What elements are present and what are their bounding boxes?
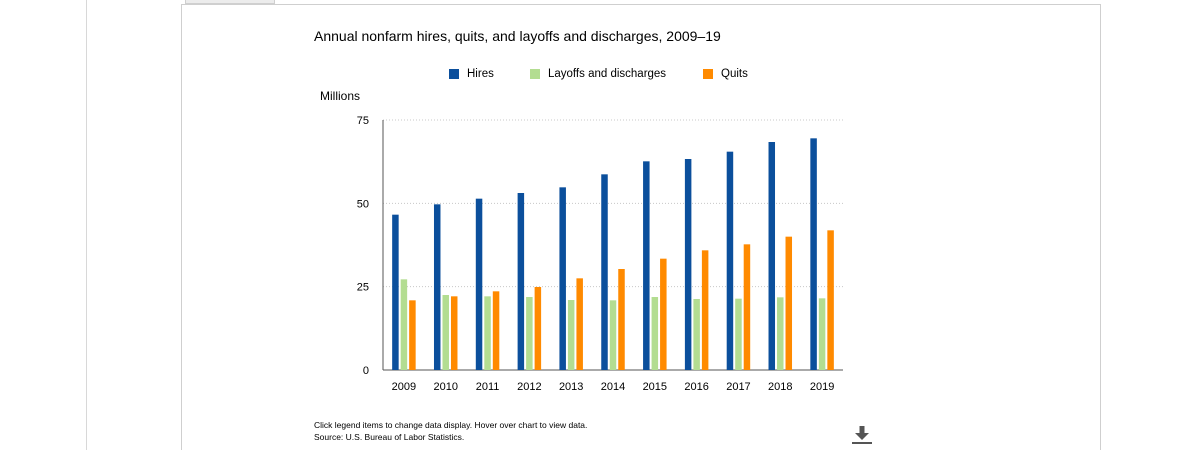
bar-hires-2011[interactable] <box>475 198 483 370</box>
bar-quits-2016[interactable] <box>701 250 709 370</box>
bar-quits-2009[interactable] <box>409 300 416 370</box>
x-tick-label: 2009 <box>392 381 416 393</box>
bar-quits-2011[interactable] <box>492 291 500 370</box>
x-tick-label: 2012 <box>517 381 541 393</box>
bar-hires-2009[interactable] <box>392 214 399 370</box>
legend-item-hires[interactable]: Hires <box>449 66 494 82</box>
bar-layoffs-and-discharges-2016[interactable] <box>693 299 700 370</box>
bar-hires-2017[interactable] <box>726 151 734 370</box>
x-tick-label: 2010 <box>433 381 457 393</box>
bar-hires-2015[interactable] <box>643 161 650 370</box>
chart-footnote: Click legend items to change data displa… <box>314 419 587 443</box>
chart-legend: Hires Layoffs and discharges Quits <box>0 66 1192 82</box>
bar-hires-2016[interactable] <box>684 159 692 370</box>
bar-layoffs-and-discharges-2017[interactable] <box>735 298 742 370</box>
x-tick-label: 2013 <box>559 381 583 393</box>
bar-quits-2014[interactable] <box>618 269 625 370</box>
bar-hires-2019[interactable] <box>810 138 817 370</box>
bar-quits-2013[interactable] <box>576 278 583 370</box>
bar-hires-2010[interactable] <box>433 204 441 370</box>
y-tick-label: 50 <box>357 198 369 210</box>
chart-panel <box>181 4 1101 450</box>
download-button[interactable] <box>851 424 873 446</box>
x-tick-label: 2018 <box>768 381 792 393</box>
bar-layoffs-and-discharges-2011[interactable] <box>484 296 491 370</box>
panel-tab[interactable] <box>185 0 275 4</box>
legend-swatch-quits <box>703 69 713 79</box>
bar-quits-2018[interactable] <box>785 236 793 370</box>
footnote-instructions: Click legend items to change data displa… <box>314 420 588 430</box>
legend-item-layoffs[interactable]: Layoffs and discharges <box>530 66 666 82</box>
bar-quits-2019[interactable] <box>827 230 834 370</box>
y-axis-unit-label: Millions <box>320 89 361 103</box>
legend-swatch-layoffs <box>530 69 540 79</box>
bar-layoffs-and-discharges-2014[interactable] <box>609 300 617 370</box>
x-tick-label: 2019 <box>810 381 834 393</box>
bar-hires-2018[interactable] <box>768 142 776 370</box>
bar-quits-2015[interactable] <box>660 258 667 370</box>
legend-item-quits[interactable]: Quits <box>703 66 748 82</box>
bar-layoffs-and-discharges-2018[interactable] <box>777 297 784 370</box>
bar-layoffs-and-discharges-2015[interactable] <box>651 297 659 370</box>
legend-label-quits: Quits <box>721 68 748 80</box>
bar-layoffs-and-discharges-2009[interactable] <box>400 279 408 370</box>
legend-label-layoffs: Layoffs and discharges <box>548 68 667 80</box>
legend-swatch-hires <box>449 69 459 79</box>
bar-hires-2012[interactable] <box>517 193 525 370</box>
x-tick-label: 2016 <box>684 381 708 393</box>
download-icon <box>852 426 872 444</box>
bar-quits-2010[interactable] <box>450 296 458 370</box>
bar-layoffs-and-discharges-2013[interactable] <box>567 300 575 370</box>
y-tick-label: 25 <box>357 282 369 294</box>
chart-title: Annual nonfarm hires, quits, and layoffs… <box>314 28 721 44</box>
x-tick-label: 2015 <box>643 381 667 393</box>
y-tick-label: 75 <box>357 115 369 127</box>
x-tick-label: 2014 <box>601 381 625 393</box>
bar-hires-2014[interactable] <box>601 174 608 370</box>
page-left-border <box>86 0 87 450</box>
bar-hires-2013[interactable] <box>559 187 566 370</box>
footnote-source: Source: U.S. Bureau of Labor Statistics. <box>314 432 465 442</box>
y-tick-label: 0 <box>363 365 369 377</box>
legend-label-hires: Hires <box>467 68 494 80</box>
bar-layoffs-and-discharges-2012[interactable] <box>526 297 533 370</box>
bar-layoffs-and-discharges-2019[interactable] <box>818 298 826 370</box>
bar-layoffs-and-discharges-2010[interactable] <box>442 295 449 370</box>
bar-quits-2017[interactable] <box>743 244 751 370</box>
x-tick-label: 2017 <box>726 381 750 393</box>
bar-quits-2012[interactable] <box>534 287 542 370</box>
x-tick-label: 2011 <box>476 381 500 393</box>
